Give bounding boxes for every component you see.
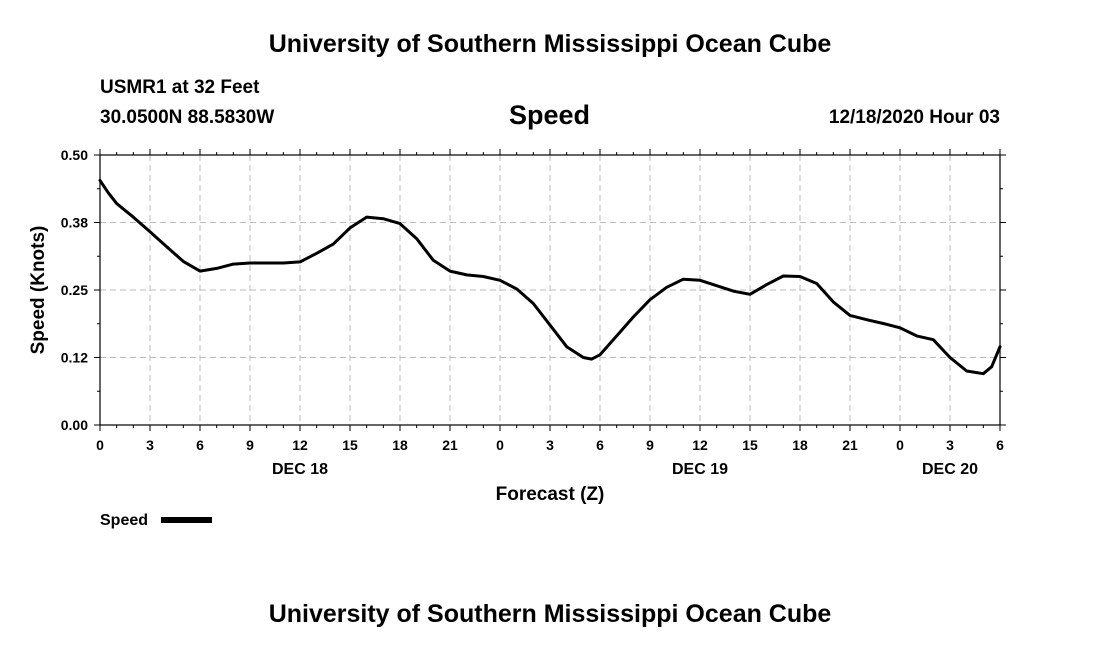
y-tick-label: 0.25 xyxy=(61,282,88,298)
x-tick-label: 6 xyxy=(596,437,604,453)
x-tick-label: 18 xyxy=(392,437,408,453)
x-tick-label: 18 xyxy=(792,437,808,453)
x-tick-label: 6 xyxy=(196,437,204,453)
y-tick-label: 0.38 xyxy=(61,215,88,231)
y-tick-label: 0.12 xyxy=(61,350,88,366)
x-tick-label: 15 xyxy=(742,437,758,453)
station-label: USMR1 at 32 Feet xyxy=(100,77,260,98)
chart-title: Speed xyxy=(509,100,591,130)
speed-chart: 0 3 6 9 12 15 18 21 0 3 6 9 12 15 18 21 0 3 6 0.00 0.12 0.25 0… xyxy=(28,147,1006,529)
coordinates-label: 30.0500N 88.5830W xyxy=(100,107,275,128)
x-axis-label: Forecast (Z) xyxy=(496,484,605,505)
date-label: DEC 18 xyxy=(272,461,328,478)
date-label: DEC 20 xyxy=(922,461,978,478)
x-tick-label: 3 xyxy=(946,437,954,453)
x-tick-label: 3 xyxy=(546,437,554,453)
x-tick-label: 21 xyxy=(842,437,858,453)
x-tick-label: 0 xyxy=(896,437,904,453)
x-tick-label: 21 xyxy=(442,437,458,453)
x-tick-label: 9 xyxy=(646,437,654,453)
datetime-label: 12/18/2020 Hour 03 xyxy=(828,107,1000,128)
x-tick-label: 6 xyxy=(996,437,1004,453)
x-tick-label: 0 xyxy=(96,437,104,453)
bottom-title: University of Southern Mississippi Ocean… xyxy=(268,600,832,628)
y-axis-label: Speed (Knots) xyxy=(28,226,49,355)
x-tick-label: 9 xyxy=(246,437,254,453)
x-tick-label: 15 xyxy=(342,437,358,453)
y-tick-label: 0.00 xyxy=(61,417,88,433)
y-tick-label: 0.50 xyxy=(61,147,88,163)
x-tick-label: 12 xyxy=(692,437,708,453)
series-line-speed xyxy=(98,178,1002,376)
x-tick-label: 3 xyxy=(146,437,154,453)
legend-label: Speed xyxy=(100,512,148,529)
legend-swatch xyxy=(161,517,212,523)
x-tick-label: 0 xyxy=(496,437,504,453)
date-label: DEC 19 xyxy=(672,461,728,478)
x-tick-label: 12 xyxy=(292,437,308,453)
top-title: University of Southern Mississippi Ocean… xyxy=(268,30,832,58)
